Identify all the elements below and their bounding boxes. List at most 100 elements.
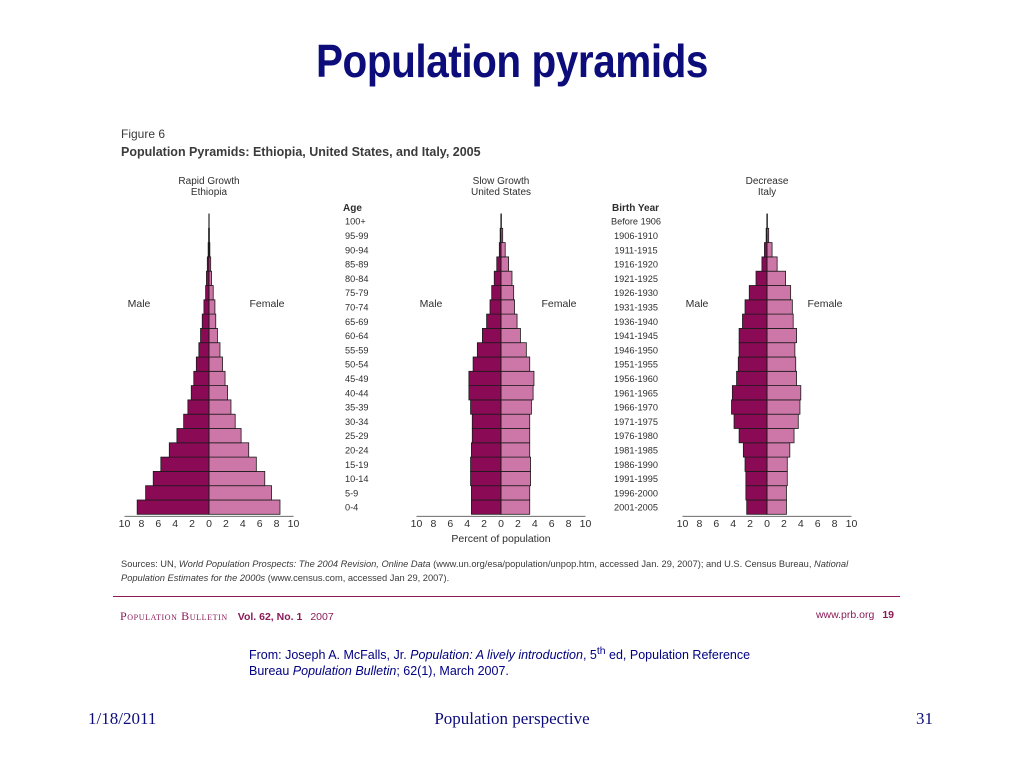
male-bar <box>496 256 502 272</box>
male-bar <box>489 299 502 315</box>
publication-website: www.prb.org <box>815 609 875 621</box>
age-group-label: 40-44 <box>345 388 369 398</box>
publication-volume: Vol. 62, No. 1 <box>237 611 303 623</box>
x-tick-label: 10 <box>288 518 300 530</box>
male-bar <box>203 299 210 315</box>
x-tick-label: 8 <box>696 518 702 530</box>
male-bar <box>205 285 210 301</box>
x-tick-label: 2 <box>189 518 195 530</box>
male-bar <box>486 313 502 329</box>
male-bar <box>183 413 210 429</box>
male-bar <box>737 356 768 372</box>
x-tick-label: 4 <box>532 518 538 530</box>
female-bar <box>500 442 531 458</box>
publication-info: Population Bulletin Vol. 62, No. 1 2007 <box>120 609 334 624</box>
x-tick-label: 6 <box>713 518 719 530</box>
female-bar <box>208 428 242 444</box>
age-group-label: 20-24 <box>345 445 369 455</box>
female-bar <box>766 399 801 415</box>
birth-year-label: 1951-1955 <box>614 360 658 370</box>
male-bar <box>470 456 502 472</box>
female-bar <box>766 485 787 501</box>
age-group-label: 95-99 <box>345 231 369 241</box>
birth-year-label: 1941-1945 <box>614 331 658 341</box>
male-bar <box>755 270 768 286</box>
female-label: Female <box>541 298 576 310</box>
male-bar <box>470 399 502 415</box>
female-bar <box>766 442 791 458</box>
age-group-label: 25-29 <box>345 431 369 441</box>
female-label: Female <box>807 298 842 310</box>
female-bar <box>500 242 506 258</box>
birth-year-label: 1921-1925 <box>614 274 658 284</box>
pyramid-category-label: Decrease <box>746 176 789 187</box>
birth-year-label: 1931-1935 <box>614 302 658 312</box>
male-bar <box>471 485 502 501</box>
age-group-label: 35-39 <box>345 403 369 413</box>
male-bar <box>742 313 768 329</box>
x-tick-label: 10 <box>580 518 592 530</box>
female-bar <box>766 428 795 444</box>
pyramid-category-label: Rapid Growth <box>178 176 239 187</box>
x-tick-label: 2 <box>747 518 753 530</box>
pyramid-category-label: Slow Growth <box>473 176 530 187</box>
female-bar <box>500 399 532 415</box>
female-bar <box>208 442 250 458</box>
x-tick-label: 0 <box>764 518 770 530</box>
female-bar <box>766 299 793 315</box>
female-bar <box>766 413 799 429</box>
male-bar <box>168 442 210 458</box>
x-tick-label: 4 <box>464 518 470 530</box>
age-group-label: 80-84 <box>345 274 369 284</box>
x-tick-label: 2 <box>515 518 521 530</box>
female-bar <box>500 485 531 501</box>
birth-year-label: 1956-1960 <box>614 374 658 384</box>
female-bar <box>208 470 266 487</box>
age-group-label: 70-74 <box>345 302 369 312</box>
male-bar <box>470 470 502 487</box>
female-bar <box>208 413 236 429</box>
female-bar <box>500 256 510 272</box>
male-bar <box>160 456 210 472</box>
female-bar <box>500 342 527 358</box>
birth-year-label: 1926-1930 <box>614 288 658 298</box>
age-header: Age <box>343 203 362 214</box>
x-tick-label: 6 <box>815 518 821 530</box>
female-bar <box>208 327 218 344</box>
x-tick-label: 2 <box>781 518 787 530</box>
male-bar <box>468 370 502 386</box>
age-group-label: 85-89 <box>345 260 369 270</box>
female-bar <box>766 327 797 344</box>
male-bar <box>471 413 502 429</box>
x-tick-label: 8 <box>274 518 280 530</box>
female-bar <box>208 485 272 501</box>
birth-year-label: 1946-1950 <box>614 345 658 355</box>
birth-year-label: 1916-1920 <box>614 260 658 270</box>
male-bar <box>482 327 502 344</box>
publication-page: 19 <box>882 609 894 621</box>
citation-edition-sup: th <box>596 646 606 657</box>
female-bar <box>208 299 216 315</box>
x-tick-label: 10 <box>411 518 423 530</box>
citation-prefix: From: Joseph A. McFalls, Jr. <box>249 648 411 663</box>
female-bar <box>766 385 802 401</box>
citation-issue: ; 62(1), March 2007. <box>396 664 509 679</box>
birth-year-label: 1966-1970 <box>614 403 658 413</box>
birth-year-label: 1986-1990 <box>614 460 658 470</box>
publication-name: Population Bulletin <box>120 609 228 623</box>
x-tick-label: 0 <box>206 518 212 530</box>
male-bar <box>471 499 502 515</box>
male-bar <box>493 270 502 286</box>
x-tick-label: 6 <box>447 518 453 530</box>
x-tick-label: 6 <box>549 518 555 530</box>
x-tick-label: 4 <box>240 518 246 530</box>
age-group-label: 45-49 <box>345 374 369 384</box>
male-label: Male <box>420 298 443 310</box>
birth-year-label: 1906-1910 <box>614 231 658 241</box>
x-tick-label: 6 <box>257 518 263 530</box>
age-group-label: 0-4 <box>345 503 358 513</box>
male-bar <box>744 456 768 472</box>
publication-web: www.prb.org 19 <box>816 609 894 621</box>
female-bar <box>766 470 788 487</box>
pyramid-country-label: Italy <box>758 187 776 198</box>
